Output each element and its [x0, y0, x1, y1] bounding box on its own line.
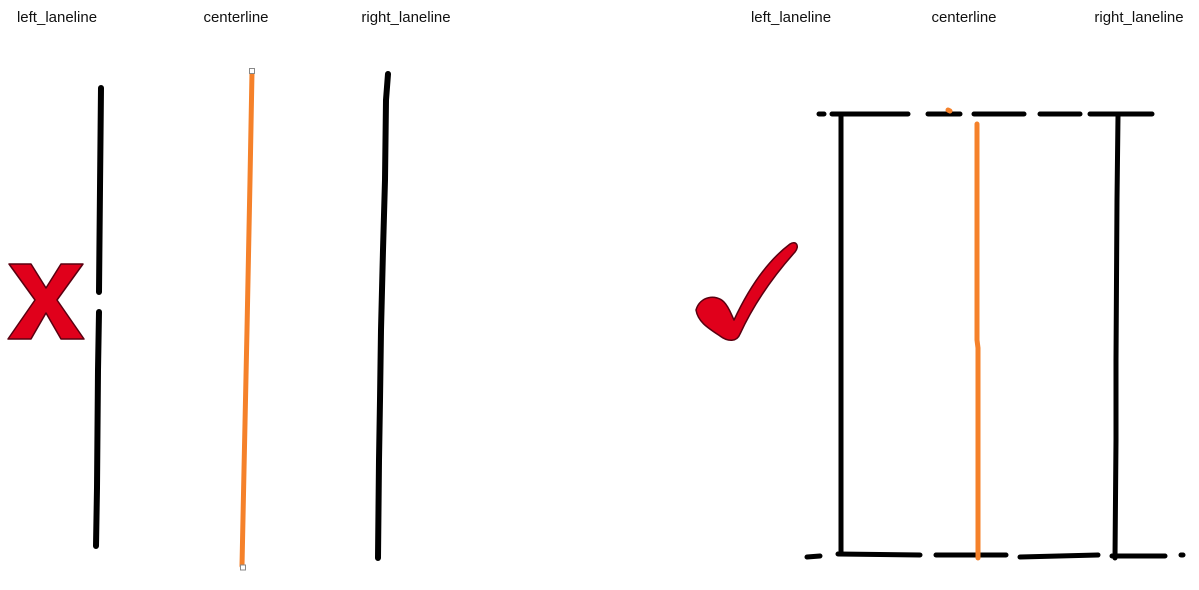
label-centerline: centerline	[931, 9, 996, 26]
left-laneline	[93, 85, 104, 549]
bottom-boundary-dashed	[804, 551, 1186, 560]
panel-invalid: left_laneline centerline right_laneline	[7, 9, 451, 571]
right-laneline	[375, 71, 391, 561]
right-laneline	[1112, 113, 1121, 561]
panel-valid: left_laneline centerline right_laneline	[695, 9, 1186, 561]
centerline-end-handle	[240, 564, 246, 571]
label-centerline: centerline	[203, 9, 268, 26]
label-right-laneline: right_laneline	[1094, 9, 1183, 26]
centerline	[945, 107, 981, 561]
centerline	[239, 68, 255, 571]
check-mark-icon	[695, 241, 798, 341]
label-left-laneline: left_laneline	[17, 9, 97, 26]
label-left-laneline: left_laneline	[751, 9, 831, 26]
centerline-start-handle	[249, 68, 255, 74]
cross-mark-icon	[7, 263, 85, 340]
label-right-laneline: right_laneline	[361, 9, 450, 26]
